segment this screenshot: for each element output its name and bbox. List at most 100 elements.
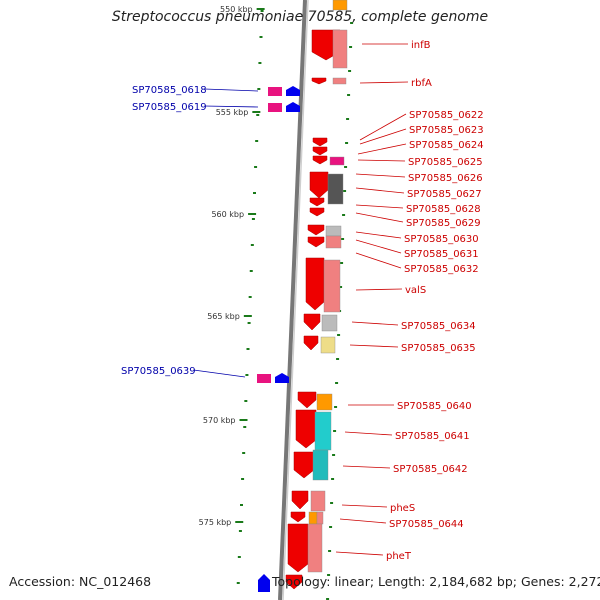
track-tick-inner bbox=[236, 582, 240, 584]
gene-label-right: SP70585_0644 bbox=[389, 519, 464, 530]
track-tick-inner bbox=[242, 452, 246, 454]
track-tick-outer bbox=[344, 166, 348, 168]
gene-label-right: SP70585_0627 bbox=[407, 189, 482, 200]
reverse-gene-block bbox=[257, 374, 271, 383]
track-tick-outer bbox=[347, 94, 351, 96]
genome-backbone-shadow bbox=[282, 0, 309, 600]
annotation-bar bbox=[325, 225, 342, 237]
annotation-bar bbox=[316, 393, 333, 411]
scale-label: 550 kbp bbox=[220, 5, 253, 14]
gene-label-left: SP70585_0619 bbox=[132, 102, 207, 113]
track-tick-inner bbox=[249, 270, 253, 272]
gene-label-right: infB bbox=[411, 40, 431, 51]
track-tick-outer bbox=[334, 406, 338, 408]
cds-arrow bbox=[309, 171, 329, 199]
track-tick-outer bbox=[329, 526, 333, 528]
track-tick-inner bbox=[259, 36, 263, 38]
scale-label: 575 kbp bbox=[199, 518, 232, 527]
gene-label-right: rbfA bbox=[411, 78, 432, 89]
gene-leader-line bbox=[193, 369, 246, 378]
reverse-gene-arrow bbox=[275, 373, 289, 383]
track-tick-outer bbox=[341, 238, 345, 240]
annotation-bar bbox=[307, 523, 323, 573]
gene-label-right: SP70585_0626 bbox=[408, 173, 483, 184]
cds-arrow bbox=[309, 197, 325, 207]
genome-backbone bbox=[278, 0, 307, 600]
gene-label-right: SP70585_0629 bbox=[406, 218, 481, 229]
track-tick-outer bbox=[326, 598, 330, 600]
cds-arrow bbox=[309, 207, 325, 217]
annotation-bar bbox=[314, 411, 332, 451]
gene-leader-line bbox=[359, 128, 407, 145]
gene-label-right: SP70585_0630 bbox=[404, 234, 479, 245]
gene-leader-line bbox=[204, 88, 259, 92]
track-tick-outer bbox=[342, 214, 346, 216]
reverse-gene-arrow bbox=[258, 574, 270, 592]
gene-leader-line bbox=[355, 204, 404, 209]
track-tick-inner bbox=[254, 166, 258, 168]
track-tick-inner bbox=[255, 140, 259, 142]
gene-label-right: pheS bbox=[390, 503, 415, 514]
accession-text: Accession: NC_012468 bbox=[9, 574, 152, 589]
reverse-gene-arrow bbox=[286, 102, 300, 112]
scale-major-tick bbox=[248, 213, 257, 215]
scale-label: 560 kbp bbox=[211, 210, 244, 219]
track-tick-inner bbox=[258, 62, 262, 64]
track-tick-inner bbox=[246, 348, 250, 350]
gene-leader-line bbox=[359, 113, 407, 141]
gene-leader-line bbox=[342, 465, 391, 469]
track-tick-outer bbox=[330, 502, 334, 504]
top-fade bbox=[225, 0, 355, 16]
gene-label-right: SP70585_0628 bbox=[406, 204, 481, 215]
scale-label: 570 kbp bbox=[203, 416, 236, 425]
cds-arrow bbox=[303, 335, 319, 351]
cds-arrow bbox=[293, 451, 315, 479]
track-tick-inner bbox=[238, 530, 242, 532]
gene-label-right: SP70585_0622 bbox=[409, 110, 484, 121]
gene-label-right: SP70585_0640 bbox=[397, 401, 472, 412]
scale-major-tick bbox=[235, 521, 244, 523]
track-tick-inner bbox=[256, 114, 260, 116]
track-tick-outer bbox=[346, 118, 350, 120]
gene-leader-line bbox=[341, 504, 388, 508]
cds-arrow bbox=[312, 155, 328, 165]
gene-label-right: valS bbox=[405, 285, 426, 296]
gene-leader-line bbox=[349, 344, 399, 348]
cds-arrow bbox=[307, 236, 325, 248]
annotation-bar bbox=[332, 29, 348, 69]
track-tick-inner bbox=[247, 322, 251, 324]
gene-leader-line bbox=[351, 321, 399, 326]
track-tick-inner bbox=[253, 192, 256, 194]
track-tick-outer bbox=[327, 574, 331, 576]
cds-arrow bbox=[297, 391, 317, 409]
track-tick-outer bbox=[345, 142, 349, 144]
track-tick-inner bbox=[243, 426, 247, 428]
gene-label-right: SP70585_0631 bbox=[404, 249, 479, 260]
track-tick-outer bbox=[332, 454, 336, 456]
reverse-gene-arrow bbox=[286, 86, 300, 96]
cds-arrow bbox=[312, 146, 328, 156]
annotation-bar bbox=[325, 235, 342, 249]
gene-label-left: SP70585_0618 bbox=[132, 85, 207, 96]
gene-leader-line bbox=[204, 105, 259, 108]
track-tick-inner bbox=[248, 296, 252, 298]
gene-leader-line bbox=[355, 212, 404, 223]
track-tick-inner bbox=[250, 244, 254, 246]
track-tick-inner bbox=[245, 374, 249, 376]
track-tick-outer bbox=[348, 70, 352, 72]
gene-label-right: SP70585_0641 bbox=[395, 431, 470, 442]
annotation-bar bbox=[332, 77, 347, 85]
cds-arrow bbox=[287, 523, 309, 573]
map-title: Streptococcus pneumoniae 70585, complete… bbox=[111, 9, 489, 25]
gene-label-left: SP70585_0639 bbox=[121, 366, 196, 377]
gene-leader-line bbox=[355, 231, 402, 239]
gene-leader-line bbox=[335, 551, 384, 556]
cds-arrow bbox=[305, 257, 325, 311]
genome-summary-text: Topology: linear; Length: 2,184,682 bp; … bbox=[272, 574, 600, 589]
cds-arrow bbox=[290, 511, 306, 523]
scale-major-tick bbox=[239, 419, 248, 421]
track-tick-inner bbox=[257, 88, 261, 90]
gene-label-right: SP70585_0635 bbox=[401, 343, 476, 354]
track-tick-outer bbox=[339, 286, 343, 288]
